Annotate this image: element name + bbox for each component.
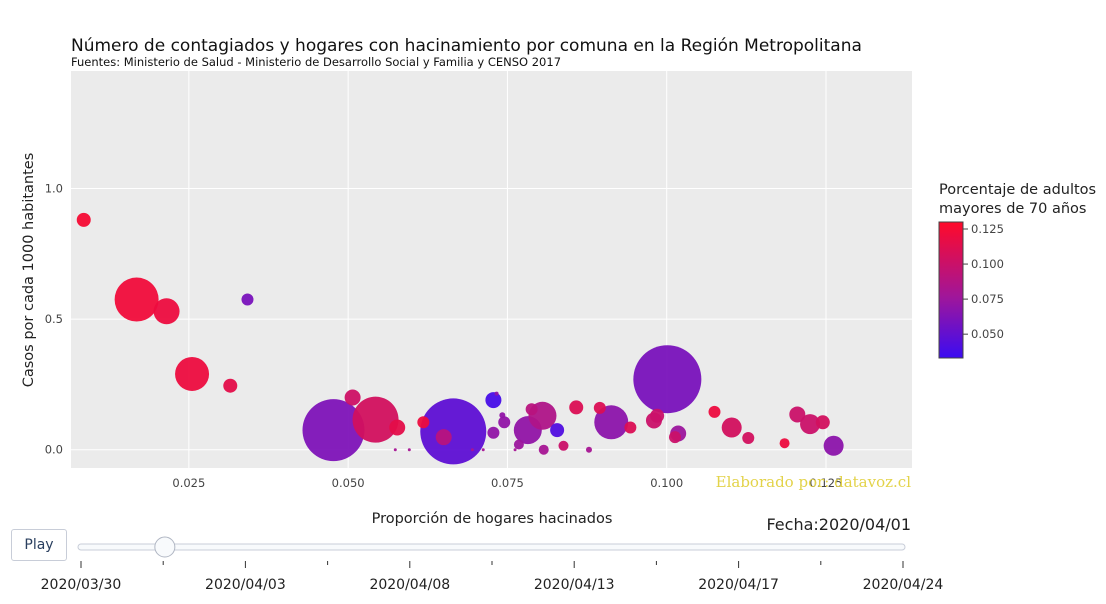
x-tick-labels: 0.025 0.050 0.075 0.100 0.125 — [172, 476, 842, 490]
data-point — [624, 421, 637, 434]
data-point — [513, 448, 517, 452]
data-point — [470, 448, 474, 452]
y-tick-label: 0.5 — [45, 312, 63, 326]
x-tick-label: 0.075 — [491, 476, 524, 490]
slider-label: 2020/04/17 — [698, 577, 779, 593]
colorbar-ticks: 0.050 0.075 0.100 0.125 — [963, 222, 1004, 341]
data-point — [114, 277, 159, 322]
grid-lines — [71, 71, 912, 468]
slider-label: 2020/04/24 — [863, 577, 944, 593]
data-point — [485, 392, 502, 409]
x-tick-label: 0.125 — [810, 476, 843, 490]
x-tick-label: 0.100 — [650, 476, 683, 490]
data-point — [513, 439, 524, 450]
data-point — [668, 431, 681, 444]
data-point — [550, 423, 565, 438]
slider[interactable]: 2020/03/30 2020/04/03 2020/04/08 2020/04/13… — [41, 536, 944, 593]
data-point — [800, 414, 821, 435]
data-point — [633, 345, 702, 414]
slider-ticks — [80, 561, 904, 568]
data-point — [499, 412, 506, 419]
data-point — [569, 400, 584, 415]
data-point — [153, 298, 180, 325]
data-point — [487, 426, 500, 439]
data-point — [721, 417, 742, 438]
colorbar: Porcentaje de adultos mayores de 70 años… — [938, 182, 1096, 359]
chart-subtitle: Fuentes: Ministerio de Salud - Ministeri… — [71, 55, 561, 69]
slider-rail[interactable] — [77, 543, 906, 551]
x-tick-label: 0.025 — [172, 476, 205, 490]
watermark: Elaborado por: datavoz.cl — [716, 473, 912, 491]
data-point — [481, 448, 485, 452]
data-point — [789, 406, 806, 423]
data-point — [815, 415, 830, 430]
colorbar-title-line-1: Porcentaje de adultos — [939, 182, 1096, 198]
slider-labels: 2020/03/30 2020/04/03 2020/04/08 2020/04/13… — [41, 577, 944, 593]
slider-label: 2020/04/03 — [205, 577, 286, 593]
data-point — [525, 403, 538, 416]
y-tick-label: 1.0 — [45, 182, 63, 196]
colorbar-gradient — [938, 221, 964, 359]
data-point — [389, 419, 406, 436]
data-point — [344, 389, 361, 406]
colorbar-tick-label: 0.075 — [971, 292, 1004, 306]
data-point — [420, 398, 487, 465]
date-label: Fecha: — [766, 515, 818, 534]
slider-label: 2020/03/30 — [41, 577, 122, 593]
colorbar-tick-label: 0.125 — [971, 222, 1004, 236]
data-point — [593, 401, 606, 414]
data-point — [407, 448, 411, 452]
data-point — [393, 448, 397, 452]
data-point — [558, 440, 569, 451]
data-point — [417, 416, 430, 429]
play-button[interactable]: Play — [11, 529, 67, 561]
y-axis-label: Casos por cada 1000 habitantes — [21, 153, 37, 388]
data-point — [498, 416, 511, 429]
data-point — [494, 391, 499, 396]
data-point — [175, 356, 210, 391]
data-point — [435, 429, 452, 446]
data-point — [823, 435, 844, 456]
date-display: Fecha:2020/04/01 — [766, 515, 911, 534]
colorbar-tick-label: 0.100 — [971, 257, 1004, 271]
slider-label: 2020/04/13 — [534, 577, 615, 593]
data-point — [594, 405, 629, 440]
bubble-points — [76, 212, 844, 465]
x-axis-label: Proporción de hogares hacinados — [372, 511, 613, 527]
data-point — [76, 212, 91, 227]
data-point — [650, 408, 665, 423]
data-point — [352, 396, 399, 443]
data-point — [223, 378, 238, 393]
data-point — [302, 399, 365, 462]
colorbar-tick-label: 0.050 — [971, 327, 1004, 341]
data-point — [708, 405, 721, 418]
date-value: 2020/04/01 — [819, 515, 911, 534]
chart-title: Número de contagiados y hogares con haci… — [71, 36, 862, 56]
plot-area — [71, 71, 912, 468]
data-point — [585, 446, 592, 453]
data-point — [538, 444, 549, 455]
slider-handle[interactable] — [154, 536, 176, 558]
data-point — [779, 438, 790, 449]
data-point — [742, 431, 755, 444]
x-tick-label: 0.050 — [332, 476, 365, 490]
y-tick-label: 0.0 — [45, 443, 63, 457]
data-point — [241, 293, 254, 306]
slider-label: 2020/04/08 — [369, 577, 450, 593]
colorbar-title-line-2: mayores de 70 años — [939, 201, 1087, 217]
y-tick-labels: 0.0 0.5 1.0 — [45, 182, 63, 457]
